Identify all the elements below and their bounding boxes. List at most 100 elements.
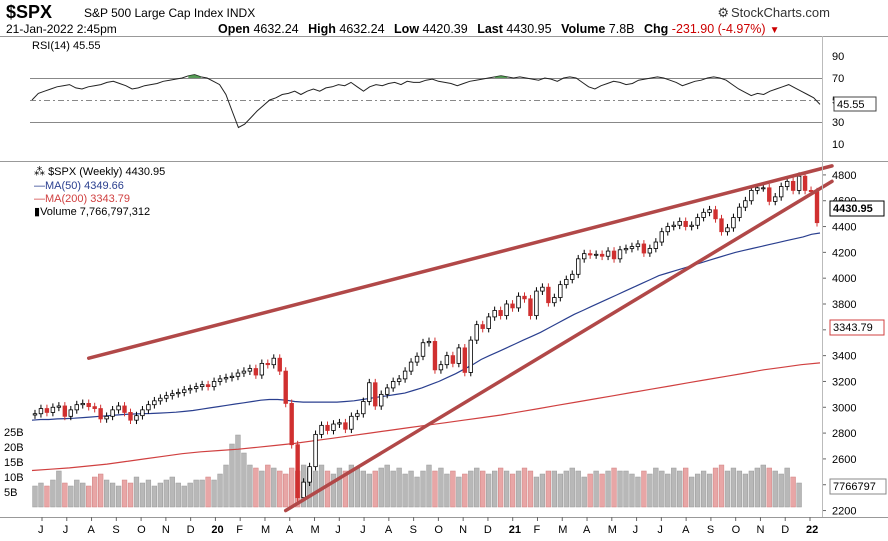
candle-body xyxy=(414,355,420,363)
volume-bar xyxy=(229,443,235,508)
volume-bar xyxy=(384,464,390,508)
candle-body xyxy=(546,286,551,304)
volume-bar xyxy=(468,470,474,508)
volume-bar xyxy=(199,479,205,508)
volume-bar xyxy=(38,482,44,508)
volume-bar xyxy=(324,470,331,508)
volume-bar xyxy=(80,482,86,508)
volume-bar xyxy=(700,470,707,508)
candle-body xyxy=(534,290,539,317)
candle-body xyxy=(140,409,145,417)
price-tick-label: 4400 xyxy=(832,222,856,234)
candle-body xyxy=(426,341,432,344)
chart-header: $SPX S&P 500 Large Cap Index INDX ⚙ Stock… xyxy=(0,0,888,36)
trendline-group xyxy=(86,164,834,513)
price-tick-label: 3800 xyxy=(832,299,856,311)
volume-tick-label: 20B xyxy=(4,442,24,454)
time-tick-label: D xyxy=(484,524,492,536)
candle-body xyxy=(456,347,462,364)
candle-body xyxy=(116,405,121,411)
price-tick-label: 4000 xyxy=(832,273,856,285)
candle-body xyxy=(629,246,635,249)
volume-bar xyxy=(605,470,611,508)
time-tick-label: F xyxy=(236,524,243,536)
volume-bar xyxy=(760,464,766,508)
candle-body xyxy=(779,186,784,198)
chart-type-icon: ⁂ xyxy=(34,166,45,178)
volume-bar xyxy=(98,473,104,508)
candle-body xyxy=(361,401,366,415)
candle-body xyxy=(355,413,360,417)
candle-body xyxy=(784,180,790,187)
volume-bar xyxy=(444,473,450,508)
price-legend: ⁂ $SPX (Weekly) 4430.95 —MA(50) 4349.66 … xyxy=(34,166,165,218)
candle-body xyxy=(32,413,38,416)
candle-body xyxy=(199,384,205,388)
rsi-legend: RSI(14) 45.55 xyxy=(32,40,100,52)
legend-ma200: MA(200) 3343.79 xyxy=(45,193,130,205)
time-tick-label: J xyxy=(335,524,341,536)
candle-body xyxy=(564,279,569,286)
candle-body xyxy=(152,400,157,406)
price-tick-label: 2200 xyxy=(832,506,856,518)
candle-body xyxy=(110,409,115,417)
candle-body xyxy=(193,386,199,389)
time-tick-label: M xyxy=(261,524,270,536)
candle-body xyxy=(325,424,330,431)
volume-bar xyxy=(635,476,641,508)
time-axis: J J A S O N D 20 F M A M J J A S O N D 21 F M A M J J A S O N D 22 xyxy=(0,517,888,536)
time-tick-label: N xyxy=(756,524,764,536)
candle-body xyxy=(743,200,748,208)
trendline xyxy=(86,164,834,360)
volume-bar xyxy=(169,476,175,508)
candle-body xyxy=(552,297,557,304)
volume-value-tag: 7766797 xyxy=(829,478,887,495)
candle-body xyxy=(86,402,91,408)
chart-datetime: 21-Jan-2022 2:45pm xyxy=(6,22,117,36)
time-tick-label: N xyxy=(162,524,170,536)
chg-label: Chg xyxy=(643,22,669,36)
trendline xyxy=(283,179,834,513)
volume-bar xyxy=(139,482,146,508)
time-tick-label: A xyxy=(385,524,393,536)
time-tick-label: 20 xyxy=(211,524,223,536)
volume-bar xyxy=(74,479,80,508)
candle-body xyxy=(301,481,306,499)
volume-bar xyxy=(396,467,402,508)
candle-body xyxy=(158,397,163,402)
volume-bar xyxy=(599,473,605,508)
candle-body xyxy=(665,226,670,233)
last-label: Last xyxy=(477,22,503,36)
volume-bar xyxy=(336,467,343,508)
candle-body xyxy=(385,387,390,395)
volume-label: Volume xyxy=(561,22,606,36)
volume-bar xyxy=(402,473,408,508)
volume-bar xyxy=(480,470,486,508)
time-tick-label: O xyxy=(434,524,443,536)
last-price-tag-text: 4430.95 xyxy=(833,203,873,215)
rsi-line xyxy=(31,74,821,129)
candle-body xyxy=(623,248,629,251)
price-tick-label: 3000 xyxy=(832,402,856,414)
svg-text:—MA(200) 3343.79: —MA(200) 3343.79 xyxy=(34,193,130,205)
candle-body xyxy=(188,388,193,391)
volume-tick-label: 10B xyxy=(4,472,24,484)
volume-bar xyxy=(784,467,790,508)
time-tick-label: S xyxy=(112,524,119,536)
volume-bar xyxy=(426,464,432,508)
candle-body xyxy=(462,347,467,373)
volume-bar xyxy=(754,467,760,508)
volume-bar xyxy=(342,470,349,508)
brand-logo[interactable]: ⚙ StockCharts.com xyxy=(717,5,830,21)
candle-body xyxy=(641,243,647,254)
volume-bar xyxy=(211,479,217,508)
volume-bar xyxy=(778,473,784,508)
legend-main: $SPX (Weekly) 4430.95 xyxy=(48,166,165,178)
candle-body xyxy=(241,370,247,374)
time-tick-label: N xyxy=(459,524,467,536)
chg-value: -231.90 (-4.97%) xyxy=(671,22,766,36)
candle-body xyxy=(719,218,724,233)
volume-bar xyxy=(617,470,623,508)
candle-body xyxy=(707,209,712,213)
